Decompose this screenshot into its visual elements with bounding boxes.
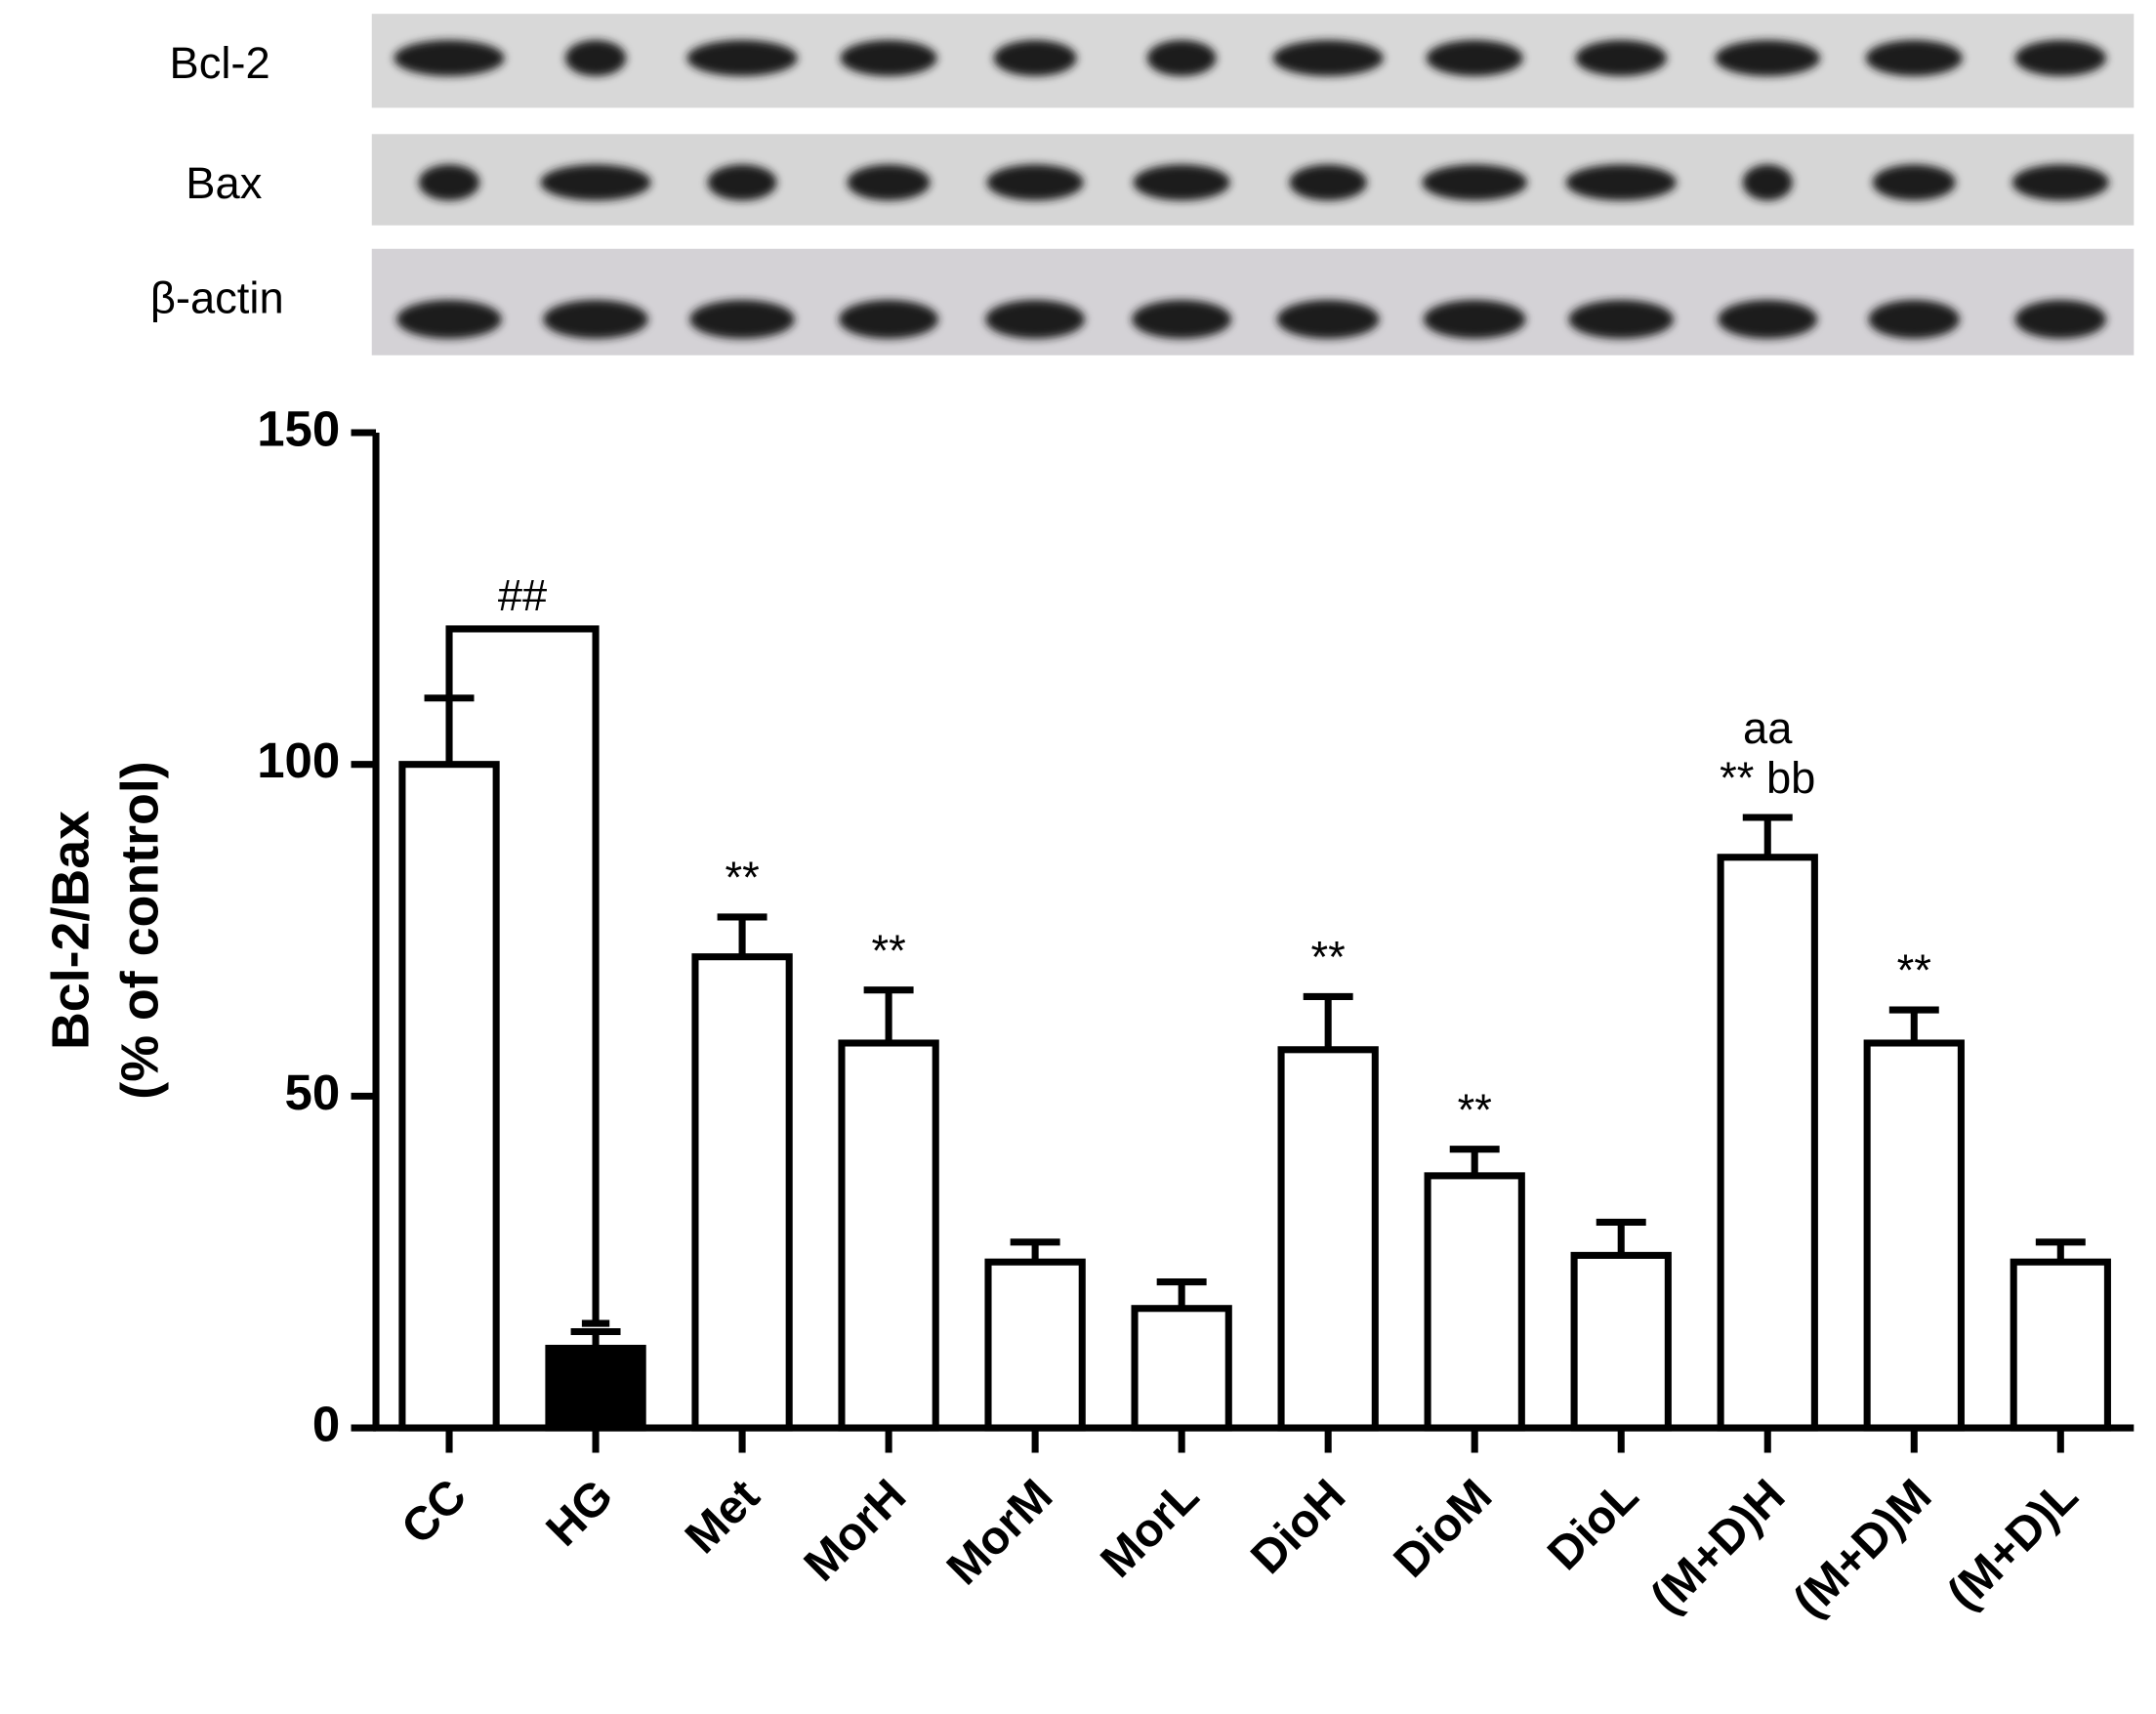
blot-band xyxy=(1575,40,1667,76)
blot-band xyxy=(1872,164,1956,201)
blot-strip xyxy=(371,248,2135,355)
bar xyxy=(1424,1172,1525,1432)
blot-band xyxy=(2011,164,2109,201)
bar xyxy=(1717,854,1818,1432)
blot-band xyxy=(1742,164,1793,201)
blot-strip xyxy=(371,134,2135,226)
x-tick-label: MorM xyxy=(936,1469,1062,1595)
x-tick-label: Met xyxy=(675,1469,769,1564)
blot-bands xyxy=(394,40,2109,339)
y-tick-label: 0 xyxy=(312,1396,340,1451)
blot-band xyxy=(540,164,651,201)
blot-band xyxy=(543,300,648,339)
blot-band xyxy=(986,164,1084,201)
bar xyxy=(1131,1305,1232,1432)
blot-band xyxy=(985,300,1086,339)
blot-band xyxy=(1868,300,1960,339)
blot-band xyxy=(1422,164,1527,201)
blot-band xyxy=(840,40,937,76)
blot-band xyxy=(707,164,777,201)
y-axis-label: Bcl-2/Bax xyxy=(42,811,101,1050)
blot-band xyxy=(394,40,505,76)
blot-band xyxy=(1272,40,1384,76)
x-tick-label: (M+D)H xyxy=(1640,1469,1795,1623)
blot-band xyxy=(1718,300,1818,339)
significance-label: ** xyxy=(725,853,759,902)
blot-band xyxy=(847,164,931,201)
x-tick-label: CC xyxy=(392,1469,477,1554)
significance-label: ** bb xyxy=(1720,753,1815,803)
blot-band xyxy=(839,300,939,339)
x-tick-label: (M+D)L xyxy=(1937,1469,2088,1619)
y-tick-label: 150 xyxy=(257,400,340,456)
x-tick-label: DioH xyxy=(1241,1469,1356,1584)
x-tick-label: (M+D)M xyxy=(1783,1469,1941,1627)
blot-band xyxy=(1276,300,1380,339)
significance-label: ** xyxy=(871,926,905,976)
blot-band xyxy=(2014,40,2106,76)
blot-band xyxy=(2014,300,2106,339)
y-tick-label: 50 xyxy=(285,1065,341,1120)
blot-band xyxy=(1565,164,1677,201)
x-tick-label: HG xyxy=(536,1469,623,1556)
blot-band xyxy=(1715,40,1821,76)
x-tick-label: MorL xyxy=(1091,1469,1209,1587)
bar xyxy=(691,953,793,1432)
significance-label: ** xyxy=(1897,945,1931,995)
blot-band xyxy=(396,300,502,339)
significance-label: aa xyxy=(1743,703,1793,753)
x-tick-label: MorH xyxy=(794,1469,916,1591)
blot-band xyxy=(1133,164,1230,201)
bar xyxy=(2010,1258,2111,1432)
bar xyxy=(1570,1251,1672,1432)
blot-band xyxy=(1568,300,1675,339)
bar xyxy=(398,761,500,1432)
bar xyxy=(545,1344,646,1432)
blot-band xyxy=(1426,40,1523,76)
significance-label: ## xyxy=(498,570,547,620)
blot-band xyxy=(1132,300,1232,339)
x-tick-label: DioM xyxy=(1384,1469,1502,1587)
significance-label: ** xyxy=(1458,1085,1492,1135)
bar xyxy=(838,1039,939,1432)
bar xyxy=(984,1258,1086,1432)
blot-label: Bax xyxy=(186,158,262,208)
blot-label: Bcl-2 xyxy=(169,38,270,88)
comparison-bracket xyxy=(445,625,600,1324)
blot-strip xyxy=(371,14,2135,108)
blot-band xyxy=(564,40,627,76)
blot-band xyxy=(689,300,795,339)
x-tick-label: DioL xyxy=(1538,1469,1649,1580)
blot-band xyxy=(1146,40,1217,76)
blot-label: β-actin xyxy=(150,273,284,323)
blot-band xyxy=(1865,40,1963,76)
blot-band xyxy=(1423,300,1526,339)
y-tick-label: 100 xyxy=(257,732,340,788)
blot-band xyxy=(686,40,798,76)
significance-label: ** xyxy=(1311,933,1346,982)
bar xyxy=(1863,1039,1965,1432)
blot-band xyxy=(1289,164,1367,201)
blot-band xyxy=(993,40,1077,76)
blot-band xyxy=(418,164,480,201)
y-axis-label: (% of control) xyxy=(110,761,169,1099)
bar xyxy=(1277,1046,1379,1432)
